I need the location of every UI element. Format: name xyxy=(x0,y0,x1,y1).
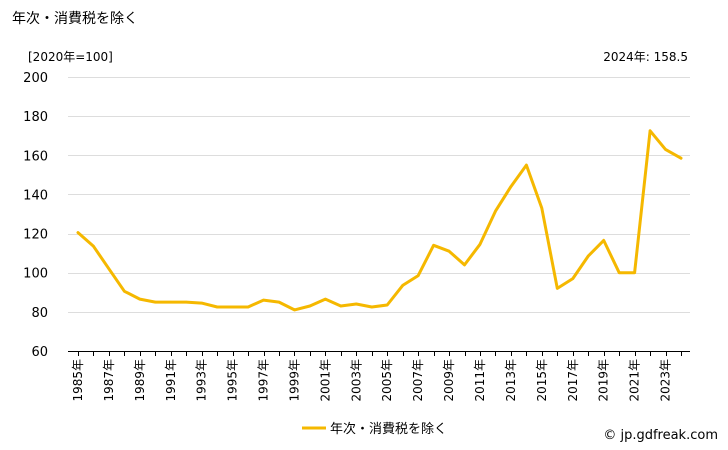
y-tick-label: 120 xyxy=(23,228,48,243)
data-point xyxy=(447,250,451,253)
data-point xyxy=(123,290,126,293)
data-point xyxy=(339,304,342,308)
data-point xyxy=(432,244,435,247)
y-tick-label: 80 xyxy=(31,306,48,321)
data-point xyxy=(587,254,590,258)
data-point xyxy=(386,303,389,307)
data-point xyxy=(571,277,574,280)
data-point xyxy=(556,287,559,290)
data-point xyxy=(185,300,188,304)
x-tick-label: 1995年 xyxy=(226,359,240,402)
data-point xyxy=(92,245,95,248)
data-point xyxy=(478,243,482,246)
data-point xyxy=(246,305,250,309)
y-tick-label: 160 xyxy=(23,149,48,164)
data-point xyxy=(540,206,543,210)
legend-label: 年次・消費税を除く xyxy=(330,421,447,437)
x-tick-label: 1997年 xyxy=(257,359,271,402)
data-point xyxy=(231,305,234,309)
data-point xyxy=(664,148,667,151)
data-point xyxy=(76,231,80,234)
x-tick-label: 2003年 xyxy=(349,359,363,402)
data-point xyxy=(633,271,636,274)
x-tick-label: 1999年 xyxy=(287,359,301,402)
data-point xyxy=(262,298,265,302)
data-point xyxy=(602,239,605,242)
copyright-text: © jp.gdfreak.com xyxy=(603,428,718,443)
data-point xyxy=(401,284,404,287)
data-point xyxy=(107,267,111,270)
latest-value-note: 2024年: 158.5 xyxy=(603,50,688,64)
data-point xyxy=(324,297,327,301)
x-tick-label: 1993年 xyxy=(195,359,209,402)
data-point xyxy=(216,305,219,309)
data-point xyxy=(370,305,373,309)
x-tick-label: 2001年 xyxy=(318,359,332,402)
data-point xyxy=(648,129,652,132)
x-tick-label: 2017年 xyxy=(566,359,580,402)
x-tick-label: 1985年 xyxy=(71,359,85,402)
data-point xyxy=(618,271,621,274)
y-tick-label: 100 xyxy=(23,267,48,282)
data-point xyxy=(308,304,312,308)
data-point xyxy=(355,302,358,306)
y-tick-label: 60 xyxy=(31,345,48,360)
y-tick-label: 200 xyxy=(23,71,48,86)
x-tick-label: 2009年 xyxy=(442,359,456,402)
series-line xyxy=(76,129,683,312)
x-tick-label: 2013年 xyxy=(504,359,518,402)
data-point xyxy=(525,163,528,167)
data-point xyxy=(463,263,466,267)
data-point xyxy=(494,209,497,213)
y-tick-label: 140 xyxy=(23,188,48,203)
x-tick-label: 2015年 xyxy=(535,359,549,402)
x-tick-label: 2019年 xyxy=(597,359,611,402)
data-point xyxy=(277,300,281,304)
x-tick-label: 2011年 xyxy=(473,359,487,402)
chart-title: 年次・消費税を除く xyxy=(12,11,138,27)
x-tick-label: 2021年 xyxy=(628,359,642,402)
data-point xyxy=(679,157,683,160)
x-tick-label: 2023年 xyxy=(659,359,673,402)
data-point xyxy=(417,274,420,277)
data-point xyxy=(509,185,513,188)
x-tick-label: 1989年 xyxy=(133,359,147,402)
x-tick-label: 2005年 xyxy=(380,359,394,402)
data-point xyxy=(154,300,157,304)
y-axis-unit-label: [2020年=100] xyxy=(28,50,113,64)
data-point xyxy=(169,300,172,304)
x-tick-label: 2007年 xyxy=(411,359,425,402)
data-point xyxy=(200,301,203,305)
x-tick-label: 1987年 xyxy=(102,359,116,402)
y-tick-label: 180 xyxy=(23,110,48,125)
data-point xyxy=(293,308,296,312)
x-tick-label: 1991年 xyxy=(164,359,178,402)
data-point xyxy=(138,297,141,301)
